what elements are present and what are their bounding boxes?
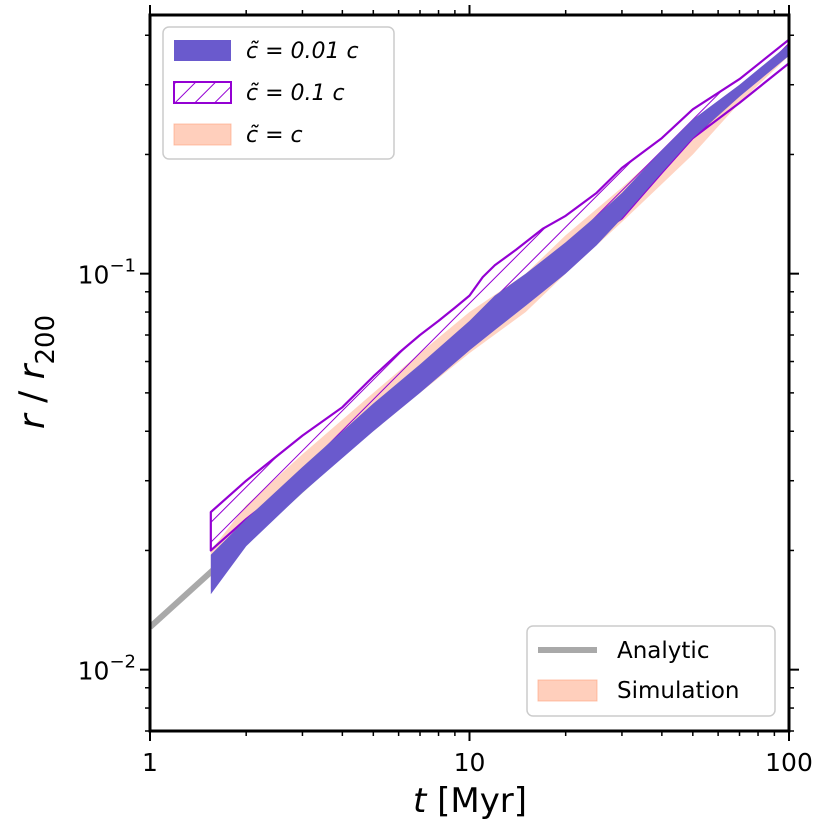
x-tick-label-100: 100 — [765, 748, 813, 777]
legend-bottom: Analytic Simulation — [526, 625, 776, 717]
x-axis-label: t [Myr] — [413, 781, 527, 821]
legend-swatch-simulation — [537, 679, 598, 702]
series-band-c-0.01-c — [210, 44, 789, 595]
y-axis-label: r / r200 — [12, 315, 61, 429]
tick-labels: 1 10 100 10−2 10−1 — [78, 256, 813, 777]
y-tick-label-1e−1: 10−1 — [78, 256, 136, 290]
legend-label-0.1c: c̃ = 0.1 c — [246, 81, 345, 106]
plot-area — [150, 38, 789, 630]
legend-swatch-0.01c — [174, 40, 231, 61]
x-tick-label-1: 1 — [142, 748, 158, 777]
legend-label-c: c̃ = c — [246, 123, 303, 148]
legend-top: c̃ = 0.01 c c̃ = 0.1 c c̃ = c — [162, 26, 395, 160]
legend-label-analytic: Analytic — [617, 638, 709, 664]
legend-label-simulation: Simulation — [617, 678, 740, 704]
x-tick-label-10: 10 — [454, 748, 486, 777]
legend-swatch-c — [173, 123, 232, 146]
plot-frame — [148, 13, 791, 733]
y-tick-label-1e−2: 10−2 — [78, 652, 136, 686]
legend-swatch-0.1c — [173, 81, 232, 104]
legend-label-0.01c: c̃ = 0.01 c — [246, 39, 359, 64]
